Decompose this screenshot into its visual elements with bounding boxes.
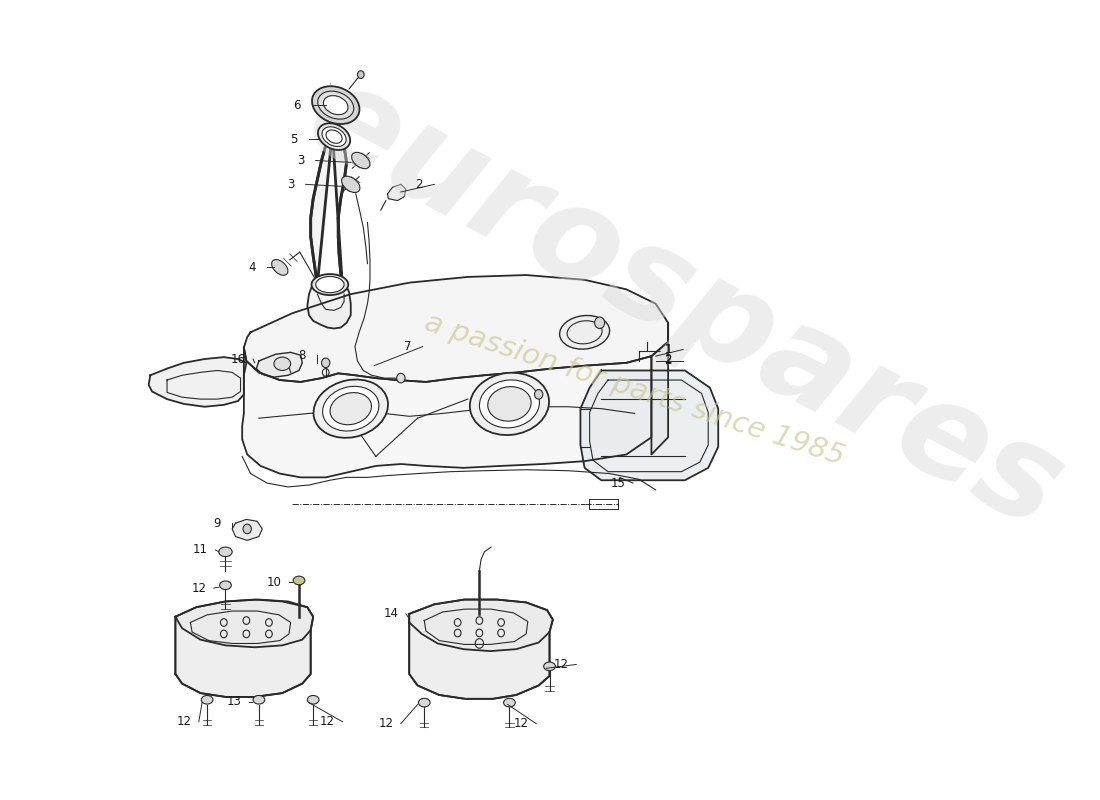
Text: 9: 9 — [213, 517, 221, 530]
Polygon shape — [310, 132, 346, 286]
Polygon shape — [232, 519, 262, 540]
Polygon shape — [409, 599, 553, 651]
Circle shape — [535, 390, 542, 399]
Text: 6: 6 — [293, 98, 300, 112]
Ellipse shape — [318, 123, 350, 150]
Text: eurospares: eurospares — [286, 52, 1084, 556]
Text: 5: 5 — [290, 133, 298, 146]
Ellipse shape — [253, 695, 265, 704]
Ellipse shape — [322, 127, 346, 146]
Polygon shape — [409, 599, 553, 699]
Ellipse shape — [322, 386, 378, 431]
Ellipse shape — [342, 176, 360, 193]
Polygon shape — [175, 599, 314, 647]
Ellipse shape — [219, 547, 232, 557]
Polygon shape — [256, 352, 302, 377]
Ellipse shape — [312, 86, 360, 124]
Ellipse shape — [220, 581, 231, 590]
Ellipse shape — [272, 259, 288, 275]
Circle shape — [595, 317, 605, 329]
Ellipse shape — [487, 386, 531, 421]
Text: 11: 11 — [192, 543, 208, 557]
Ellipse shape — [293, 576, 305, 585]
Text: 12: 12 — [514, 717, 529, 730]
Polygon shape — [244, 275, 668, 382]
Text: 12: 12 — [553, 658, 569, 671]
Polygon shape — [148, 357, 246, 406]
Text: 16: 16 — [231, 353, 245, 366]
Ellipse shape — [543, 662, 556, 670]
Text: a passion for parts since 1985: a passion for parts since 1985 — [421, 308, 848, 471]
Ellipse shape — [470, 373, 549, 435]
Ellipse shape — [504, 698, 515, 707]
Text: 14: 14 — [384, 607, 398, 620]
Text: 15: 15 — [610, 477, 626, 490]
Ellipse shape — [314, 379, 388, 438]
Polygon shape — [190, 611, 290, 643]
Circle shape — [397, 374, 405, 383]
Text: 10: 10 — [266, 576, 282, 589]
Polygon shape — [651, 322, 668, 454]
Ellipse shape — [307, 695, 319, 704]
Polygon shape — [175, 599, 314, 697]
Text: 12: 12 — [176, 715, 191, 728]
Text: 2: 2 — [664, 354, 672, 367]
Ellipse shape — [311, 274, 349, 295]
Text: 12: 12 — [320, 715, 334, 728]
Ellipse shape — [560, 315, 609, 349]
Polygon shape — [242, 347, 651, 478]
Text: 13: 13 — [227, 695, 241, 708]
Polygon shape — [581, 370, 718, 480]
Text: 3: 3 — [297, 154, 305, 167]
Ellipse shape — [352, 152, 370, 169]
Ellipse shape — [201, 695, 213, 704]
Text: 2: 2 — [416, 178, 424, 191]
Polygon shape — [387, 184, 406, 201]
Text: 8: 8 — [298, 349, 306, 362]
Text: 7: 7 — [404, 340, 411, 353]
Ellipse shape — [323, 96, 348, 114]
Text: 1: 1 — [664, 343, 672, 356]
Ellipse shape — [274, 357, 290, 370]
Text: 1: 1 — [664, 343, 672, 356]
Text: 2: 2 — [664, 353, 672, 366]
Text: 12: 12 — [191, 582, 207, 594]
Polygon shape — [307, 282, 351, 329]
Circle shape — [243, 524, 252, 534]
Ellipse shape — [418, 698, 430, 707]
Ellipse shape — [318, 91, 354, 119]
Text: 12: 12 — [378, 717, 394, 730]
Circle shape — [321, 358, 330, 368]
Circle shape — [358, 70, 364, 78]
Text: 3: 3 — [287, 178, 295, 191]
Polygon shape — [425, 609, 528, 645]
Ellipse shape — [480, 380, 539, 428]
Ellipse shape — [316, 277, 344, 293]
Text: 4: 4 — [249, 261, 256, 274]
Ellipse shape — [330, 393, 372, 425]
